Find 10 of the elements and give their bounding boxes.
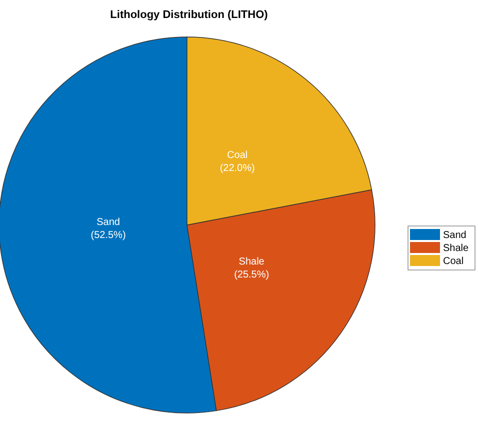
legend-label: Shale <box>443 243 470 254</box>
slice-label: Coal <box>227 150 248 162</box>
slice-label: Sand <box>96 217 120 228</box>
chart-title: Lithology Distribution (LITHO) <box>110 9 268 21</box>
legend-label: Sand <box>443 230 466 241</box>
data-label: (25.5%) <box>234 269 270 280</box>
data-label: (52.5%) <box>90 230 126 242</box>
legend-label: Coal <box>443 256 464 267</box>
data-label: (22.0%) <box>220 163 255 174</box>
slice-label: Shale <box>238 256 265 268</box>
